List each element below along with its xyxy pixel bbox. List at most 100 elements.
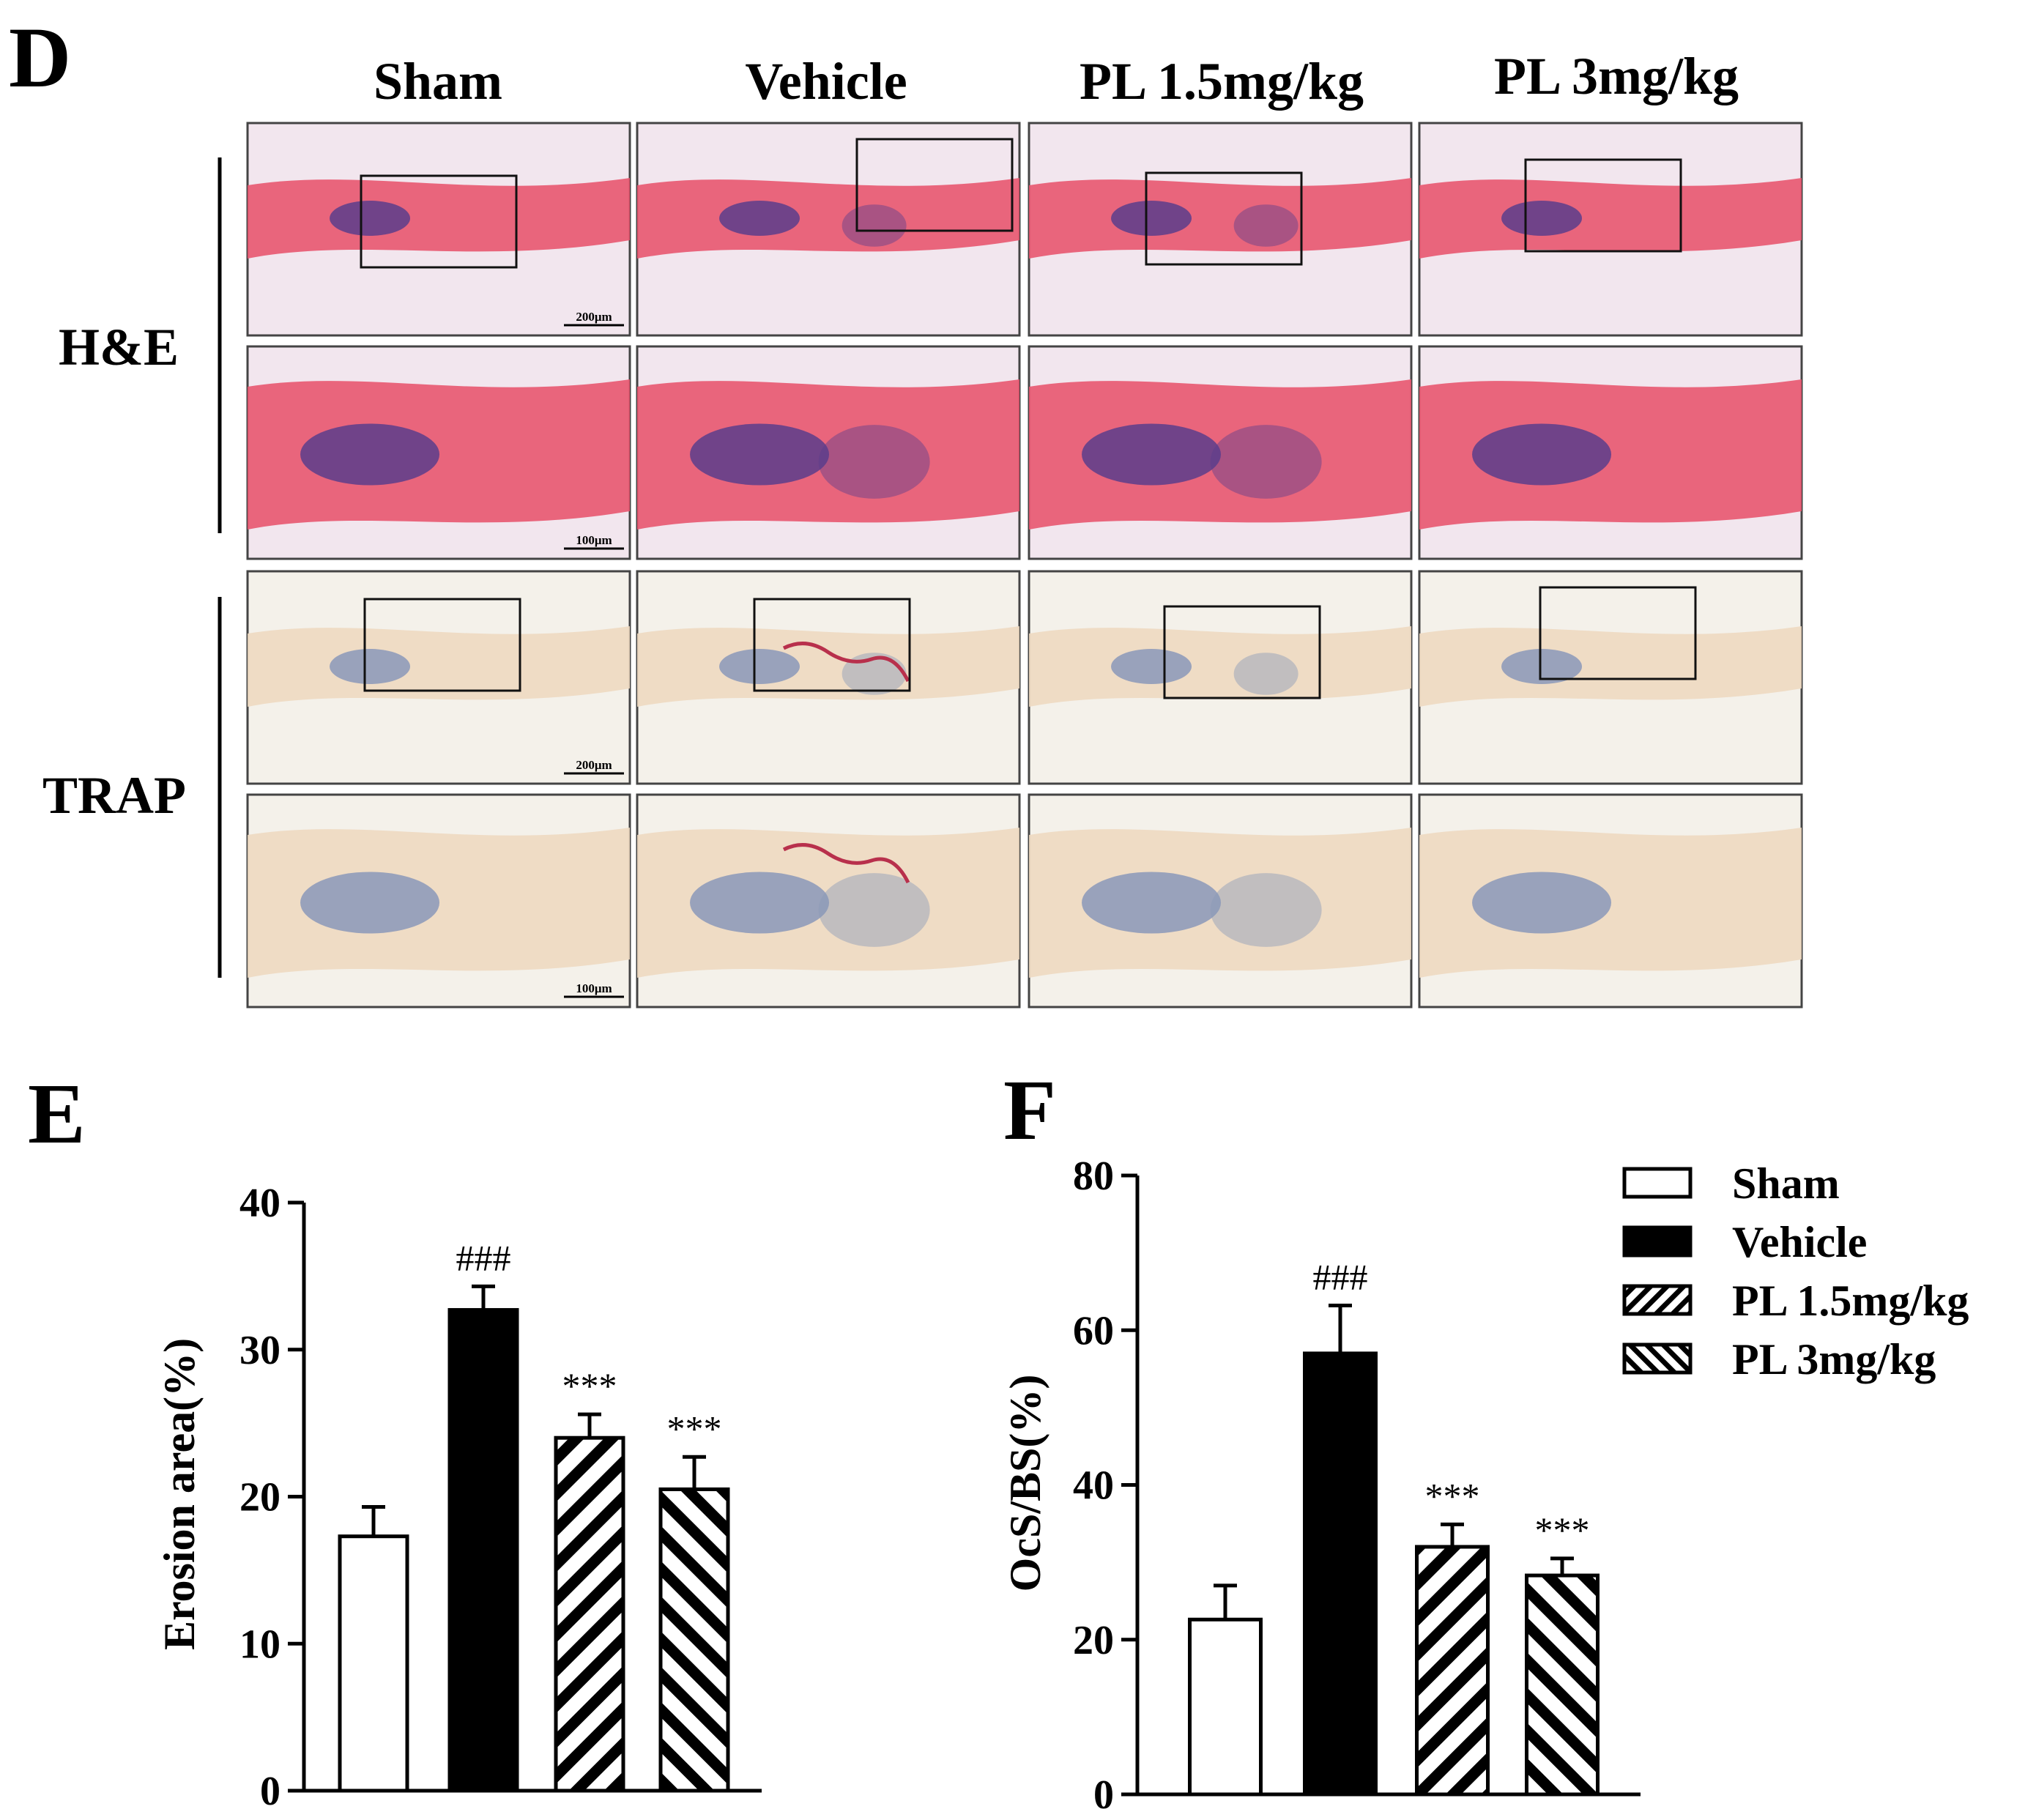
- magnified-region-box: [1163, 605, 1321, 699]
- trap-positive-osteoclasts: [782, 843, 910, 884]
- scale-bar-label: 200μm: [576, 758, 612, 772]
- scale-bar-label: 100μm: [576, 533, 612, 547]
- significance-label-pl-3: ***: [1535, 1509, 1590, 1550]
- magnified-region-box: [1524, 158, 1682, 253]
- panel-label-f: F: [1003, 1062, 1056, 1158]
- erosion-infiltrate: [1233, 653, 1298, 695]
- panel-label-d: D: [9, 10, 71, 105]
- bone-tissue: [1029, 626, 1411, 707]
- erosion-infiltrate: [818, 873, 930, 947]
- magnified-region-box: [855, 138, 1014, 232]
- column-header-sham: Sham: [374, 52, 502, 111]
- micrograph-trap-high-pl-1-5: [1028, 793, 1413, 1009]
- bone-tissue: [248, 626, 630, 707]
- marrow-cavity: [719, 201, 800, 236]
- bone-tissue: [248, 178, 630, 259]
- micrograph-trap-low-vehicle: [636, 570, 1021, 785]
- significance-label-pl-3: ***: [667, 1408, 722, 1449]
- column-header-pl-3: PL 3mg/kg: [1494, 47, 1739, 105]
- y-axis-title: Erosion area(%): [155, 1338, 204, 1650]
- bar-vehicle: [447, 1308, 519, 1793]
- micrograph-he-high-pl-1-5: [1028, 345, 1413, 560]
- y-tick-label: 30: [239, 1328, 280, 1373]
- bar-pl-1-5: [1415, 1545, 1490, 1797]
- trap-positive-osteoclasts: [782, 642, 910, 683]
- erosion-infiltrate: [1233, 204, 1298, 247]
- y-tick-label: 10: [239, 1622, 280, 1667]
- marrow-cavity: [690, 872, 830, 934]
- significance-label-vehicle: ###: [1313, 1256, 1368, 1297]
- y-tick-label: 20: [1073, 1618, 1114, 1663]
- y-tick-label: 60: [1073, 1308, 1114, 1353]
- micrograph-trap-high-pl-3: [1418, 793, 1803, 1009]
- marrow-cavity: [719, 649, 800, 684]
- marrow-cavity: [1501, 649, 1583, 684]
- erosion-area-chart: Erosion area(%) 0 10 20 30 40 ### *** ***: [155, 1181, 762, 1814]
- micrograph-he-low-vehicle: [636, 122, 1021, 337]
- ocs-bs-chart: OcS/BS(%) 0 20 40 60 80 ### *** ***: [1001, 1154, 1641, 1818]
- bar-pl-1-5: [554, 1435, 625, 1793]
- significance-label-pl-1-5: ***: [562, 1365, 617, 1406]
- marrow-cavity: [330, 201, 411, 236]
- legend-swatch-pl-1-5: [1622, 1284, 1693, 1316]
- panel-label-e: E: [28, 1066, 86, 1162]
- column-header-pl-1-5: PL 1.5mg/kg: [1080, 52, 1364, 111]
- erosion-infiltrate: [818, 425, 930, 499]
- bone-tissue: [1419, 178, 1802, 259]
- significance-label-pl-1-5: ***: [1425, 1475, 1480, 1516]
- micrograph-he-low-pl-1-5: [1028, 122, 1413, 337]
- micrograph-he-low-pl-3: [1418, 122, 1803, 337]
- bone-tissue: [1419, 626, 1802, 707]
- marrow-cavity: [690, 423, 830, 486]
- magnified-region-box: [363, 598, 521, 692]
- magnified-region-box: [1539, 586, 1697, 680]
- bar-sham: [338, 1534, 409, 1793]
- chart-legend: Sham Vehicle PL 1.5mg/kg PL 3mg/kg: [1622, 1159, 1969, 1383]
- bar-pl-3: [1525, 1573, 1600, 1797]
- erosion-infiltrate: [841, 204, 907, 247]
- micrograph-trap-low-sham: 200μm: [246, 570, 631, 785]
- legend-label-pl-3: PL 3mg/kg: [1732, 1335, 1936, 1383]
- marrow-cavity: [1082, 872, 1222, 934]
- bar-sham: [1188, 1617, 1263, 1797]
- y-tick-label: 0: [260, 1769, 280, 1814]
- y-tick-label: 0: [1093, 1772, 1114, 1818]
- legend-swatch-sham: [1622, 1167, 1693, 1199]
- micrograph-trap-high-vehicle: [636, 793, 1021, 1009]
- bar-vehicle: [1303, 1351, 1378, 1797]
- micrograph-he-high-pl-3: [1418, 345, 1803, 560]
- legend-swatch-pl-3: [1622, 1342, 1693, 1375]
- micrograph-trap-high-sham: 100μm: [246, 793, 631, 1009]
- erosion-infiltrate: [1210, 873, 1322, 947]
- bar-pl-3: [658, 1487, 730, 1793]
- bone-tissue: [637, 626, 1019, 707]
- scale-bar-label: 100μm: [576, 981, 612, 995]
- micrograph-he-high-sham: 100μm: [246, 345, 631, 560]
- magnified-region-box: [360, 174, 518, 269]
- legend-label-pl-1-5: PL 1.5mg/kg: [1732, 1277, 1969, 1325]
- micrograph-he-low-sham: 200μm: [246, 122, 631, 337]
- y-tick-label: 20: [239, 1475, 280, 1520]
- marrow-cavity: [300, 423, 440, 486]
- marrow-cavity: [1472, 423, 1612, 486]
- marrow-cavity: [1082, 423, 1222, 486]
- scale-bar-label: 200μm: [576, 310, 612, 324]
- legend-label-sham: Sham: [1732, 1159, 1840, 1208]
- column-header-vehicle: Vehicle: [745, 52, 907, 111]
- bone-tissue: [637, 178, 1019, 259]
- micrograph-trap-low-pl-1-5: [1028, 570, 1413, 785]
- y-axis-title: OcS/BS(%): [1001, 1375, 1049, 1592]
- micrograph-he-high-vehicle: [636, 345, 1021, 560]
- y-tick-label: 80: [1073, 1154, 1114, 1199]
- marrow-cavity: [1501, 201, 1583, 236]
- y-tick-label: 40: [239, 1181, 280, 1226]
- micrograph-trap-low-pl-3: [1418, 570, 1803, 785]
- erosion-infiltrate: [1210, 425, 1322, 499]
- y-tick-label: 40: [1073, 1463, 1114, 1509]
- magnified-region-box: [1145, 171, 1303, 266]
- legend-swatch-vehicle: [1622, 1225, 1693, 1258]
- micrograph-grid: 200μm 100μm 200μm 100μm: [246, 122, 1803, 1009]
- row-label-trap: TRAP: [42, 766, 186, 825]
